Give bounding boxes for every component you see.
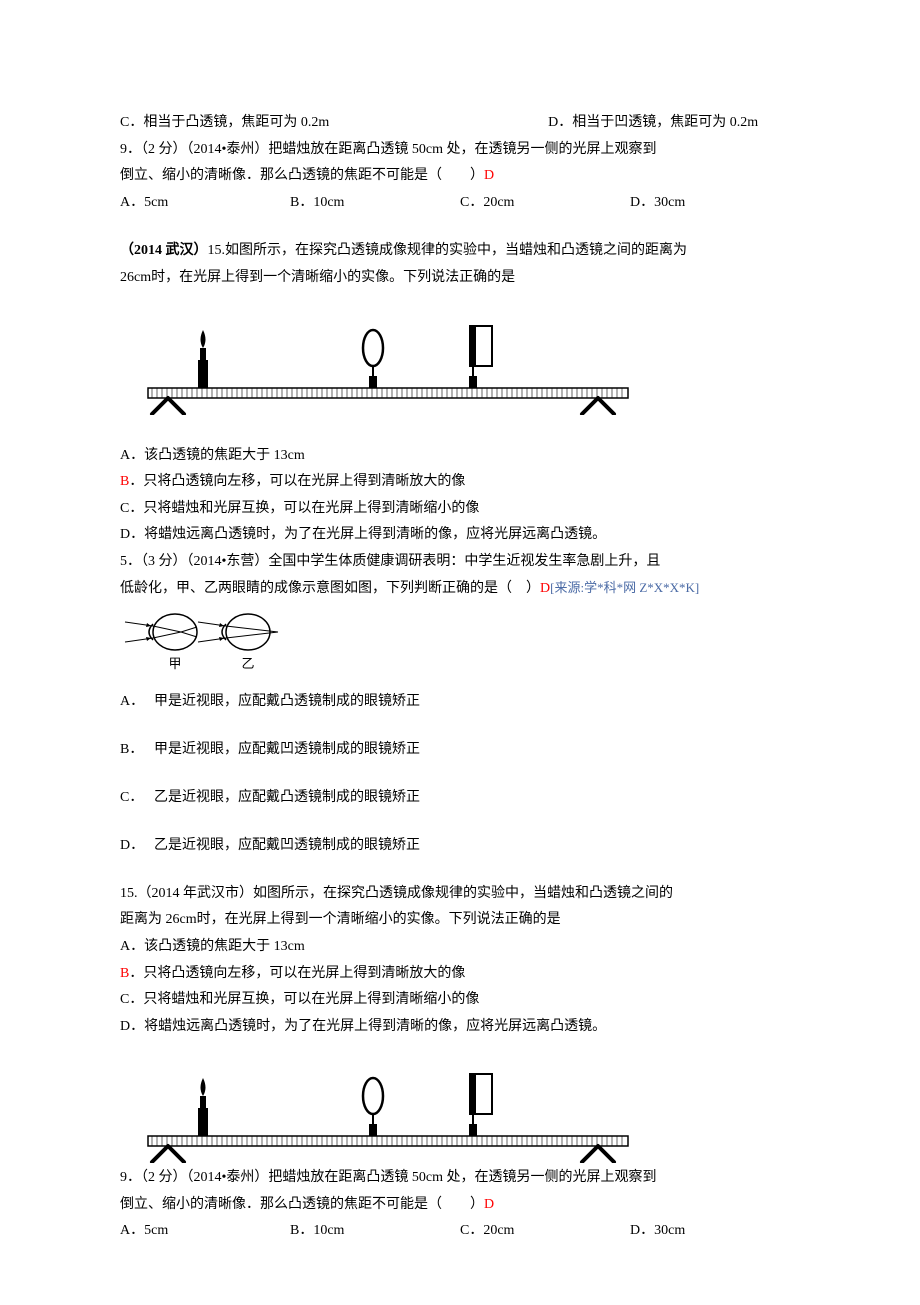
- q15a-stem2: 26cm时，在光屏上得到一个清晰缩小的实像。下列说法正确的是: [120, 265, 800, 292]
- q15b-b: B．只将凸透镜向左移，可以在光屏上得到清晰放大的像: [120, 961, 800, 988]
- q15a-a: A．该凸透镜的焦距大于 13cm: [120, 443, 800, 470]
- svg-text:甲: 甲: [168, 656, 181, 671]
- q5-ans: D: [540, 581, 550, 596]
- q9-d: D．30cm: [630, 190, 800, 217]
- q9b-c: C．20cm: [460, 1218, 630, 1245]
- svg-text:乙: 乙: [241, 656, 254, 671]
- q9-c: C．20cm: [460, 190, 630, 217]
- q15b-d: D．将蜡烛远离凸透镜时，为了在光屏上得到清晰的像，应将光屏远离凸透镜。: [120, 1014, 800, 1041]
- q15a-d: D．将蜡烛远离凸透镜时，为了在光屏上得到清晰的像，应将光屏远离凸透镜。: [120, 522, 800, 549]
- opt-c: C．相当于凸透镜，焦距可为 0.2m: [120, 110, 548, 137]
- q9-stem2: 倒立、缩小的清晰像．那么凸透镜的焦距不可能是（ ）D: [120, 163, 800, 190]
- q5-la: A．: [120, 689, 154, 737]
- eyes-icon: 甲乙: [120, 606, 280, 678]
- q9-ans: D: [484, 168, 494, 183]
- q9b-b: B．10cm: [290, 1218, 460, 1245]
- q5-ld: D．: [120, 833, 154, 881]
- q5-stem2: 低龄化，甲、乙两眼睛的成像示意图如图，下列判断正确的是（ ）D[来源:学*科*网…: [120, 576, 800, 603]
- q9b-d: D．30cm: [630, 1218, 800, 1245]
- q15b-stem1: 15.（2014 年武汉市）如图所示，在探究凸透镜成像规律的实验中，当蜡烛和凸透…: [120, 881, 800, 908]
- q5-b: 甲是近视眼，应配戴凹透镜制成的眼镜矫正: [154, 737, 420, 785]
- q15a-b: B．只将凸透镜向左移，可以在光屏上得到清晰放大的像: [120, 469, 800, 496]
- eyes-figure: 甲乙: [120, 606, 800, 689]
- opt-d: D．相当于凹透镜，焦距可为 0.2m: [548, 110, 800, 137]
- bench-figure-2: [138, 1058, 800, 1163]
- q9b-ans: D: [484, 1197, 494, 1212]
- q15b-stem2: 距离为 26cm时，在光屏上得到一个清晰缩小的实像。下列说法正确的是: [120, 907, 800, 934]
- q15b-a: A．该凸透镜的焦距大于 13cm: [120, 934, 800, 961]
- q9b-a: A．5cm: [120, 1218, 290, 1245]
- top-options: C．相当于凸透镜，焦距可为 0.2m D．相当于凹透镜，焦距可为 0.2m: [120, 110, 800, 137]
- q9-a: A．5cm: [120, 190, 290, 217]
- q9-options: A．5cm B．10cm C．20cm D．30cm: [120, 190, 800, 217]
- q5-c: 乙是近视眼，应配戴凸透镜制成的眼镜矫正: [154, 785, 420, 833]
- q9b-stem1: 9．（2 分）（2014•泰州）把蜡烛放在距离凸透镜 50cm 处，在透镜另一侧…: [120, 1165, 800, 1192]
- q5-d: 乙是近视眼，应配戴凹透镜制成的眼镜矫正: [154, 833, 420, 881]
- q5-options: A．甲是近视眼，应配戴凸透镜制成的眼镜矫正 B．甲是近视眼，应配戴凹透镜制成的眼…: [120, 689, 420, 881]
- q5-a: 甲是近视眼，应配戴凸透镜制成的眼镜矫正: [154, 689, 420, 737]
- q5-stem1: 5．（3 分）（2014•东营）全国中学生体质健康调研表明：中学生近视发生率急剧…: [120, 549, 800, 576]
- optical-bench-icon: [138, 310, 638, 415]
- q9-b: B．10cm: [290, 190, 460, 217]
- q5-lb: B．: [120, 737, 154, 785]
- q5-source: [来源:学*科*网 Z*X*X*K]: [550, 580, 699, 595]
- q5-lc: C．: [120, 785, 154, 833]
- q9b-stem2: 倒立、缩小的清晰像．那么凸透镜的焦距不可能是（ ）D: [120, 1192, 800, 1219]
- q15a-stem1: （2014 武汉）15.如图所示，在探究凸透镜成像规律的实验中，当蜡烛和凸透镜之…: [120, 238, 800, 265]
- q9-stem1: 9．（2 分）（2014•泰州）把蜡烛放在距离凸透镜 50cm 处，在透镜另一侧…: [120, 137, 800, 164]
- q9b-options: A．5cm B．10cm C．20cm D．30cm: [120, 1218, 800, 1245]
- page: C．相当于凸透镜，焦距可为 0.2m D．相当于凹透镜，焦距可为 0.2m 9．…: [0, 0, 920, 1305]
- q15b-c: C．只将蜡烛和光屏互换，可以在光屏上得到清晰缩小的像: [120, 987, 800, 1014]
- q15a-c: C．只将蜡烛和光屏互换，可以在光屏上得到清晰缩小的像: [120, 496, 800, 523]
- optical-bench-icon: [138, 1058, 638, 1163]
- bench-figure-1: [138, 310, 800, 415]
